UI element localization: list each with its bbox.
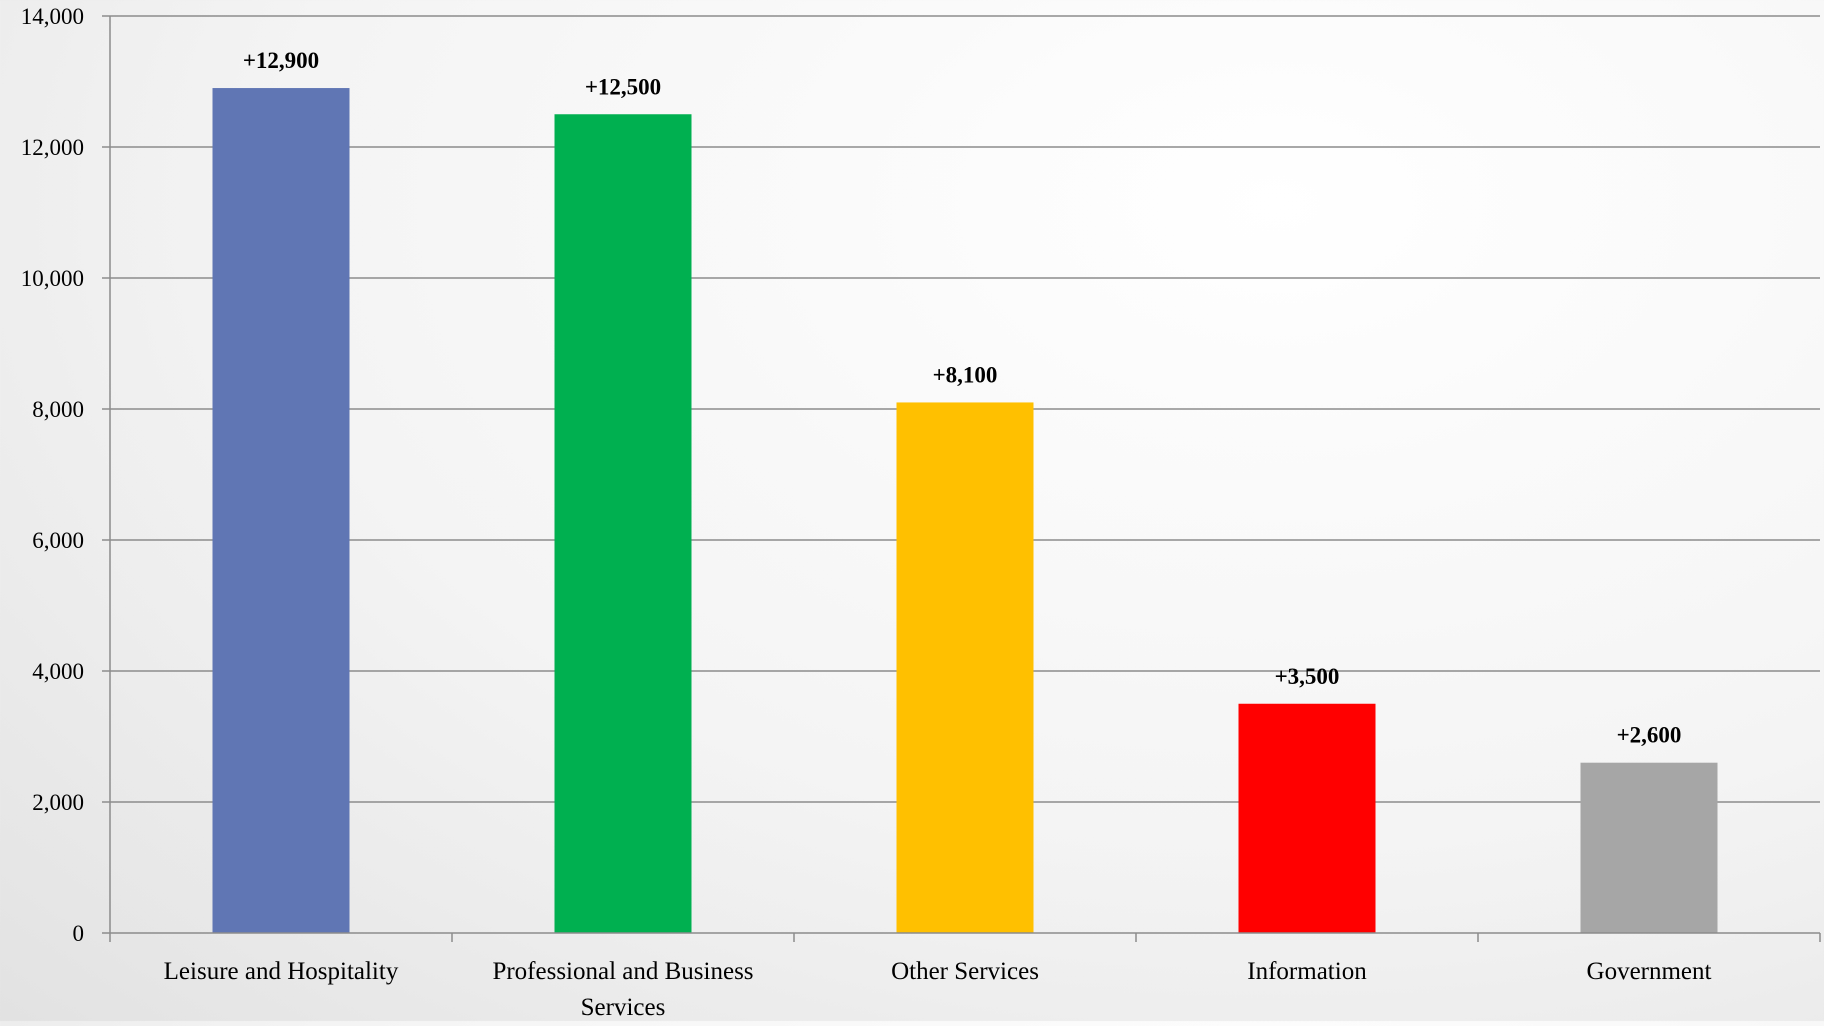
data-label: +8,100 (933, 362, 998, 387)
y-axis: 0 2,000 4,000 6,000 8,000 10,000 12,000 14,000 (21, 4, 111, 946)
x-tick-label-line: Services (581, 994, 666, 1021)
x-tick-label-line: Other Services (891, 958, 1039, 985)
x-tick-label: Other Services (891, 958, 1039, 985)
bar (896, 402, 1034, 933)
bar (212, 88, 350, 934)
bar (1580, 762, 1718, 933)
x-tick-label: Leisure and Hospitality (164, 958, 399, 985)
data-label: +12,500 (585, 74, 661, 99)
bar (554, 114, 692, 933)
y-tick-label: 14,000 (21, 4, 84, 29)
x-tick-label-line: Government (1587, 958, 1712, 985)
y-tick-label: 2,000 (32, 790, 84, 815)
data-label: +3,500 (1275, 664, 1340, 689)
y-tick-label: 10,000 (21, 266, 84, 291)
x-tick-label-line: Professional and Business (492, 958, 753, 985)
x-tick-label: Professional and Business Services (492, 958, 753, 1021)
data-label: +2,600 (1617, 723, 1682, 748)
x-tick-label-line: Information (1247, 958, 1367, 985)
y-tick-label: 8,000 (32, 397, 84, 422)
y-tick-label: 4,000 (32, 659, 84, 684)
y-tick-label: 0 (73, 921, 85, 946)
x-tick-label: Government (1587, 958, 1712, 985)
data-label: +12,900 (243, 48, 319, 73)
data-labels: +12,900 +12,500 +8,100 +3,500 +2,600 (243, 48, 1682, 748)
x-tick-label-line: Leisure and Hospitality (164, 958, 399, 985)
y-tick-label: 6,000 (32, 528, 84, 553)
x-tick-label: Information (1247, 958, 1367, 985)
x-axis: Leisure and Hospitality Professional and … (109, 932, 1821, 1021)
y-tick-label: 12,000 (21, 135, 84, 160)
bars (212, 88, 1718, 934)
bar (1238, 703, 1376, 933)
